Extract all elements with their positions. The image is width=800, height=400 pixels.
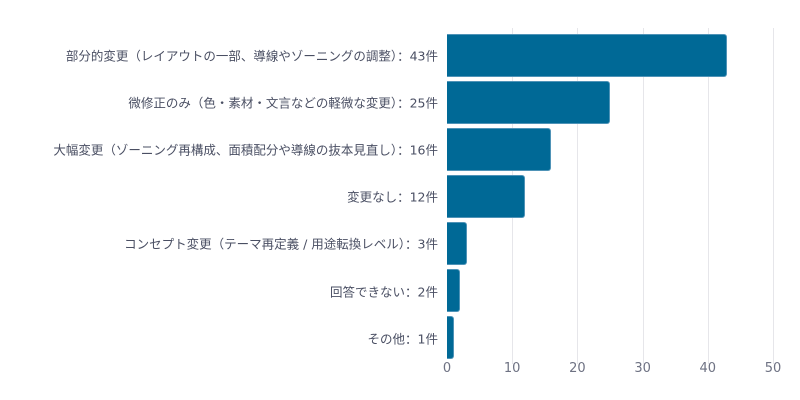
bar[interactable] [447, 174, 526, 218]
category-label: 部分的変更（レイアウトの一部、導線やゾーニングの調整）：43件 [65, 48, 438, 64]
category-label: 回答できない：2件 [330, 284, 438, 299]
category-label: 大幅変更（ゾーニング再構成、面積配分や導線の抜本見直し）：16件 [53, 142, 438, 158]
x-tick-label: 50 [764, 361, 782, 376]
bar[interactable] [447, 127, 552, 171]
category-label: 微修正のみ（色・素材・文言などの軽微な変更）：25件 [128, 95, 438, 111]
category-label: コンセプト変更（テーマ再定義 / 用途転換レベル）：3件 [124, 236, 438, 252]
x-tick-label: 10 [503, 361, 521, 376]
category-label: 変更なし：12件 [347, 189, 438, 205]
gridline [643, 28, 644, 364]
bar[interactable] [447, 80, 610, 124]
bar[interactable] [447, 269, 461, 312]
bar[interactable] [447, 316, 454, 360]
x-tick-label: 30 [634, 361, 651, 376]
category-label: その他：1件 [367, 331, 438, 347]
bar[interactable] [447, 33, 728, 77]
bar[interactable] [447, 221, 467, 265]
gridline [577, 28, 578, 364]
x-tick-label: 20 [569, 361, 586, 376]
x-tick-label: 40 [699, 361, 717, 376]
gridline [773, 28, 774, 364]
gridline [708, 28, 709, 364]
x-tick-label: 0 [442, 361, 452, 376]
